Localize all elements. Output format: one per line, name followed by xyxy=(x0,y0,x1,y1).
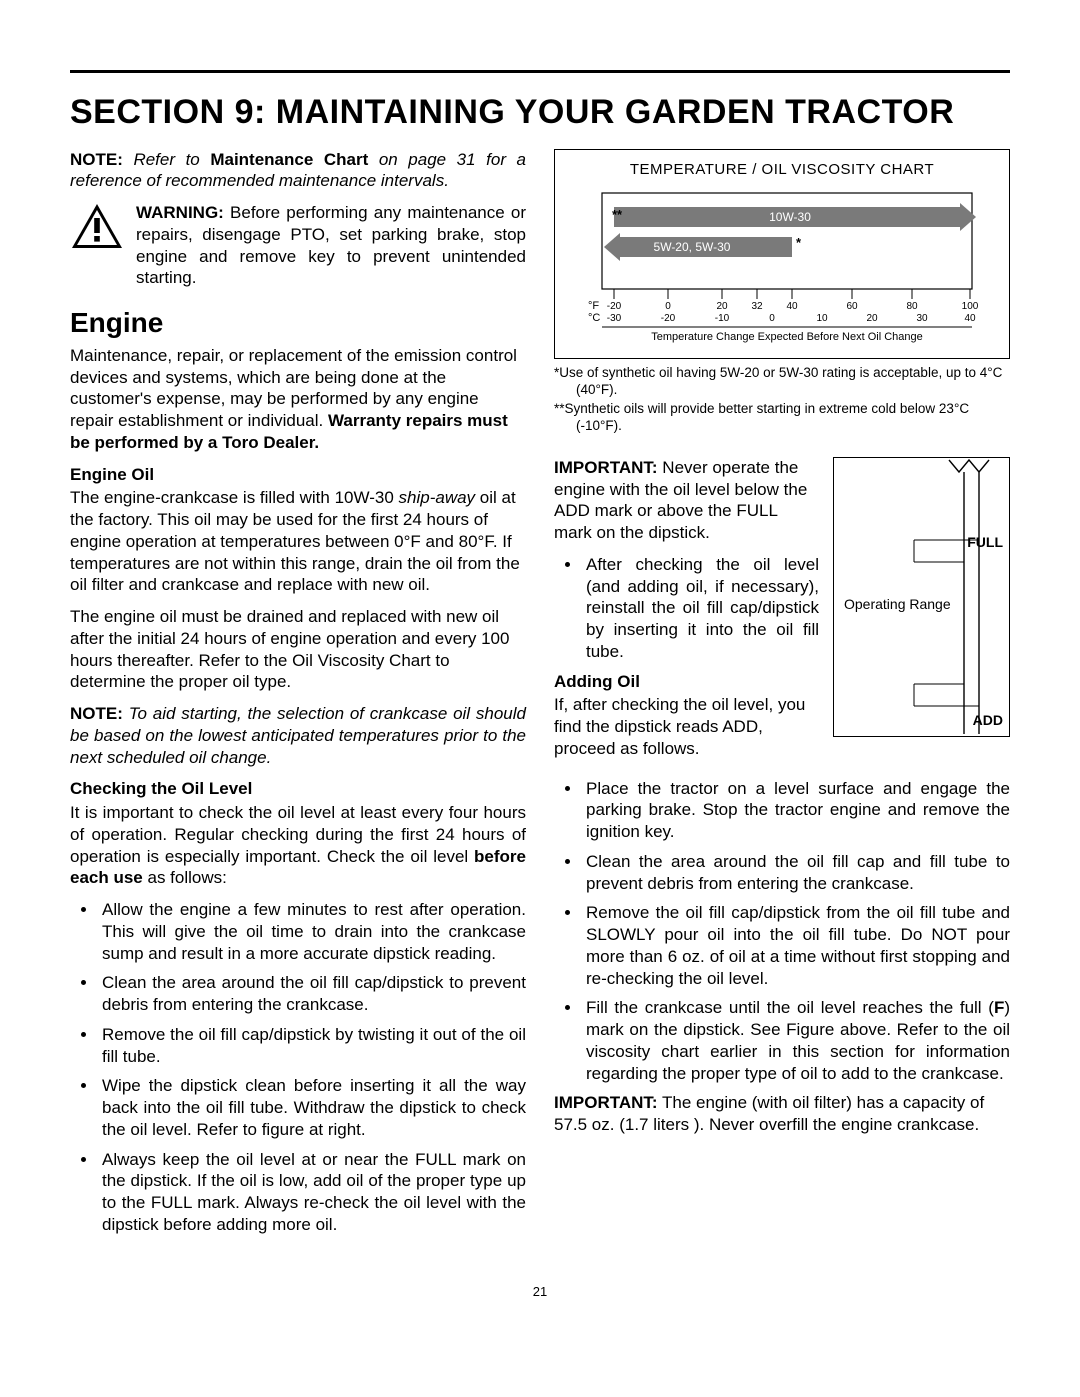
note-label: NOTE: xyxy=(70,150,123,169)
check-intro: It is important to check the oil level a… xyxy=(70,802,526,889)
f-tick: 60 xyxy=(846,301,858,312)
dip-bullet: After checking the oil level (and adding… xyxy=(582,554,819,663)
note-crankcase: NOTE: To aid starting, the selection of … xyxy=(70,703,526,768)
sub-checking-oil: Checking the Oil Level xyxy=(70,778,526,800)
check-bullet: Remove the oil fill cap/dipstick by twis… xyxy=(98,1024,526,1068)
check-bullet: Clean the area around the oil fill cap/d… xyxy=(98,972,526,1016)
important-capacity: IMPORTANT: The engine (with oil filter) … xyxy=(554,1092,1010,1136)
engine-heading: Engine xyxy=(70,305,526,341)
f-tick: 20 xyxy=(716,301,728,312)
c-tick: -10 xyxy=(715,313,730,324)
dealer-name: Toro Dealer. xyxy=(222,433,319,452)
section-title: SECTION 9: MAINTAINING YOUR GARDEN TRACT… xyxy=(70,91,1010,135)
eo-p1-a: The engine-crankcase is filled with 10W-… xyxy=(70,488,399,507)
important-left: IMPORTANT: Never operate the engine with… xyxy=(554,457,819,770)
adding-bullets: Place the tractor on a level surface and… xyxy=(554,778,1010,1085)
chart-caption: Temperature Change Expected Before Next … xyxy=(651,331,923,343)
bar-10w30-label: 10W-30 xyxy=(769,210,811,224)
c-tick: 20 xyxy=(866,313,878,324)
adding-intro: If, after checking the oil level, you fi… xyxy=(554,694,819,759)
page-number: 21 xyxy=(70,1284,1010,1301)
adding-bullet: Fill the crankcase until the oil level r… xyxy=(582,997,1010,1084)
chart-title: TEMPERATURE / OIL VISCOSITY CHART xyxy=(567,160,997,179)
c-label: °C xyxy=(588,312,600,324)
warning-label: WARNING: xyxy=(136,203,224,222)
footnote-1: *Use of synthetic oil having 5W-20 or 5W… xyxy=(554,365,1010,399)
c-tick: -30 xyxy=(607,313,622,324)
fill-a: Fill the crankcase until the oil level r… xyxy=(586,998,994,1017)
left-column: NOTE: Refer to Maintenance Chart on page… xyxy=(70,149,526,1244)
engine-oil-p2: The engine oil must be drained and repla… xyxy=(70,606,526,693)
warning-text: WARNING: Before performing any maintenan… xyxy=(136,202,526,289)
c-tick: 40 xyxy=(964,313,976,324)
sub-engine-oil: Engine Oil xyxy=(70,464,526,486)
chart-footnotes: *Use of synthetic oil having 5W-20 or 5W… xyxy=(554,365,1010,435)
double-star: ** xyxy=(612,207,623,222)
important2-label: IMPORTANT: xyxy=(554,1093,658,1112)
warning-triangle-icon xyxy=(70,202,124,289)
viscosity-chart-svg: 10W-30 5W-20, 5W-30 ** * xyxy=(567,187,997,347)
right-column: TEMPERATURE / OIL VISCOSITY CHART 10W-30… xyxy=(554,149,1010,1244)
c-tick: 10 xyxy=(816,313,828,324)
c-tick: 30 xyxy=(916,313,928,324)
dip-bullet-list: After checking the oil level (and adding… xyxy=(554,554,819,663)
f-tick: -20 xyxy=(607,301,622,312)
f-tick: 0 xyxy=(665,301,671,312)
sub-adding-oil: Adding Oil xyxy=(554,671,819,693)
note-pre: Refer to xyxy=(133,150,210,169)
fill-F: F xyxy=(994,998,1004,1017)
important1-label: IMPORTANT: xyxy=(554,458,658,477)
c-tick: -20 xyxy=(661,313,676,324)
adding-bullet: Remove the oil fill cap/dipstick from th… xyxy=(582,902,1010,989)
note2-text: To aid starting, the selection of crankc… xyxy=(70,704,526,767)
warning-block: WARNING: Before performing any maintenan… xyxy=(70,202,526,289)
adding-bullet: Place the tractor on a level surface and… xyxy=(582,778,1010,843)
f-tick: 32 xyxy=(751,301,763,312)
check-bullets: Allow the engine a few minutes to rest a… xyxy=(70,899,526,1236)
dip-add-label: ADD xyxy=(973,712,1003,730)
c-tick: 0 xyxy=(769,313,775,324)
viscosity-chart: TEMPERATURE / OIL VISCOSITY CHART 10W-30… xyxy=(554,149,1010,360)
f-tick: 100 xyxy=(962,301,979,312)
check-bullet: Wipe the dipstick clean before inserting… xyxy=(98,1075,526,1140)
footnote-2: **Synthetic oils will provide better sta… xyxy=(554,401,1010,435)
dipstick-diagram: FULL Operating Range ADD xyxy=(833,457,1010,737)
bar-5w-label: 5W-20, 5W-30 xyxy=(654,240,731,254)
check-intro-a: It is important to check the oil level a… xyxy=(70,803,526,866)
important-dipstick-row: IMPORTANT: Never operate the engine with… xyxy=(554,457,1010,770)
two-column-layout: NOTE: Refer to Maintenance Chart on page… xyxy=(70,149,1010,1244)
maintenance-chart-ref: Maintenance Chart xyxy=(210,150,368,169)
engine-oil-p1: The engine-crankcase is filled with 10W-… xyxy=(70,487,526,596)
f-label: °F xyxy=(588,300,599,312)
dip-range-label: Operating Range xyxy=(844,596,951,614)
f-tick: 40 xyxy=(786,301,798,312)
top-rule xyxy=(70,70,1010,73)
important-never-operate: IMPORTANT: Never operate the engine with… xyxy=(554,457,819,544)
check-bullet: Always keep the oil level at or near the… xyxy=(98,1149,526,1236)
note2-label: NOTE: xyxy=(70,704,123,723)
single-star: * xyxy=(796,235,802,250)
check-bullet: Allow the engine a few minutes to rest a… xyxy=(98,899,526,964)
dip-full-label: FULL xyxy=(967,534,1003,552)
ship-away-italic: ship-away xyxy=(399,488,476,507)
adding-bullet: Clean the area around the oil fill cap a… xyxy=(582,851,1010,895)
check-intro-b: as follows: xyxy=(143,868,227,887)
f-tick: 80 xyxy=(906,301,918,312)
note-maintenance-chart: NOTE: Refer to Maintenance Chart on page… xyxy=(70,149,526,193)
engine-intro: Maintenance, repair, or replacement of t… xyxy=(70,345,526,454)
